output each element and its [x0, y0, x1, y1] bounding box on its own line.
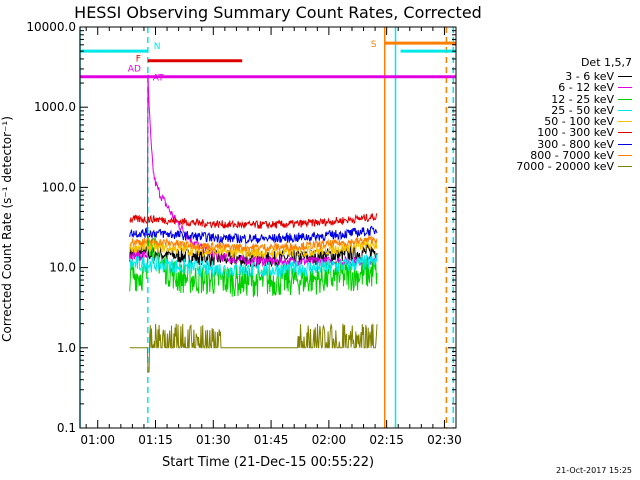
legend-entry: 3 - 6 keV — [488, 71, 632, 82]
legend: Det 1,5,7 3 - 6 keV 6 - 12 keV 12 - 25 keV… — [488, 56, 632, 173]
legend-label: 25 - 50 keV — [551, 103, 614, 117]
legend-swatch — [618, 132, 632, 134]
y-tick-label: 10.0 — [49, 261, 76, 275]
legend-title: Det 1,5,7 — [580, 56, 632, 69]
legend-swatch — [618, 166, 632, 168]
legend-swatch — [618, 109, 632, 111]
legend-label: 50 - 100 keV — [544, 115, 614, 129]
legend-swatch — [618, 143, 632, 145]
plot-frame — [79, 26, 457, 429]
y-tick-label: 1000.0 — [34, 100, 76, 114]
x-tick-label: 01:45 — [254, 433, 289, 447]
legend-entry: 50 - 100 keV — [488, 116, 632, 127]
series-line — [129, 322, 378, 373]
legend-label: 300 - 800 keV — [537, 137, 614, 151]
legend-label: 3 - 6 keV — [565, 70, 614, 83]
x-tick-label: 01:30 — [196, 433, 231, 447]
legend-label: 7000 - 20000 keV — [516, 160, 614, 174]
x-tick-label: 01:15 — [138, 433, 173, 447]
legend-entry: 6 - 12 keV — [488, 82, 632, 93]
y-tick-label: 1.0 — [57, 341, 76, 355]
legend-label: 100 - 300 keV — [537, 126, 614, 140]
series-line — [129, 253, 378, 280]
legend-swatch — [618, 155, 632, 157]
legend-entry: 300 - 800 keV — [488, 139, 632, 150]
series-line — [129, 238, 378, 259]
series-line — [129, 213, 378, 230]
chart-title: HESSI Observing Summary Count Rates, Cor… — [74, 3, 482, 22]
flag-label: AT — [153, 74, 164, 84]
x-tick-label: 02:00 — [312, 433, 347, 447]
y-tick-label: 10000.0 — [26, 20, 76, 34]
legend-label: 12 - 25 keV — [551, 92, 614, 106]
x-axis-label: Start Time (21-Dec-15 00:55:22) — [162, 455, 374, 470]
legend-label: 800 - 7000 keV — [530, 149, 614, 163]
flag-label: AD — [128, 65, 141, 75]
legend-entry: 25 - 50 keV — [488, 105, 632, 116]
x-tick-label: 02:30 — [427, 433, 462, 447]
axes: 0.1 1.0 10.0 100.0 1000.0 10000.0 01:00 01:15 01… — [26, 20, 461, 447]
flag-label: N — [154, 42, 161, 52]
legend-swatch — [618, 121, 632, 123]
flag-label: F — [136, 55, 141, 65]
x-tick-label: 01:00 — [80, 433, 115, 447]
legend-entry: 12 - 25 keV — [488, 94, 632, 105]
date-stamp: 21-Oct-2017 15:25 — [556, 466, 632, 475]
y-axis-label: Corrected Count Rate (s⁻¹ detector⁻¹) — [0, 116, 14, 342]
series-line — [129, 235, 378, 253]
flag-label: S — [371, 40, 377, 50]
legend-label: 6 - 12 keV — [558, 81, 614, 95]
series-line — [129, 225, 378, 244]
legend-entry: 7000 - 20000 keV — [488, 161, 632, 172]
legend-swatch — [618, 98, 632, 100]
y-tick-label: 100.0 — [42, 180, 76, 194]
y-tick-label: 0.1 — [57, 421, 76, 435]
legend-swatch — [618, 87, 632, 89]
legend-swatch — [618, 76, 632, 77]
plot-area: N FAD AT S — [79, 27, 456, 428]
legend-entry: 800 - 7000 keV — [488, 150, 632, 161]
legend-entry: 100 - 300 keV — [488, 127, 632, 138]
x-tick-label: 02:15 — [369, 433, 404, 447]
